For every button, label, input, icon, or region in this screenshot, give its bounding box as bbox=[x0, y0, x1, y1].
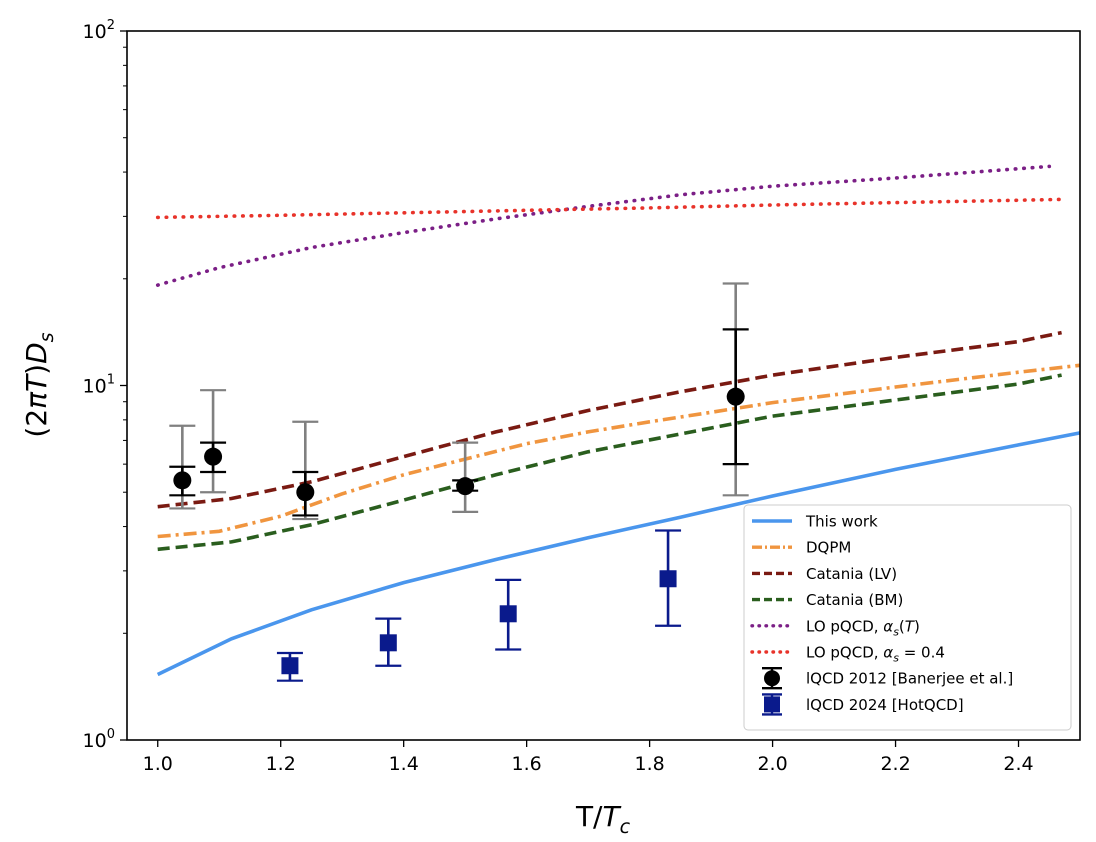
legend-item-catania-bm: Catania (BM) bbox=[752, 591, 903, 609]
x-tick-label: 1.8 bbox=[635, 753, 665, 775]
y-axis-title-var: D bbox=[20, 342, 53, 364]
legend-item-lqcd-2024-hotqcd: lQCD 2024 [HotQCD] bbox=[762, 693, 964, 716]
legend-item-catania-lv: Catania (LV) bbox=[752, 565, 897, 583]
data-point-square bbox=[281, 657, 299, 675]
y-axis-title-pi: πT bbox=[20, 373, 53, 409]
data-point-square bbox=[659, 570, 677, 588]
data-point-circle bbox=[204, 447, 223, 466]
legend: This work DQPM Catania (LV) Catania (BM) LO … bbox=[743, 504, 1072, 731]
errorbar-layer bbox=[169, 282, 749, 682]
x-tick-label: 1.0 bbox=[143, 753, 173, 775]
y-axis-title-open: (2 bbox=[20, 409, 53, 438]
series-line-lo-pqcd-alpha-s-t bbox=[155, 164, 1052, 287]
x-axis-ticks: 1.0 1.2 1.4 1.6 1.8 2.0 2.2 2.4 bbox=[143, 740, 1034, 775]
legend-label: This work bbox=[805, 513, 878, 531]
x-axis-title-main: T/ bbox=[575, 800, 603, 833]
legend-item-lo-pqcd-alpha-s-t: LO pQCD, αs(T) bbox=[750, 617, 920, 638]
y-tick-label: 102 bbox=[83, 18, 115, 43]
series-line-lo-pqcd-alpha-s-0-4 bbox=[155, 197, 1064, 220]
data-point-square bbox=[379, 634, 397, 652]
x-axis-title: T/Tc bbox=[575, 800, 631, 838]
y-axis-title-close: ) bbox=[20, 364, 53, 375]
x-tick-label: 2.2 bbox=[880, 753, 910, 775]
x-axis-title-sub: c bbox=[620, 816, 631, 838]
y-axis-title: (2πT)Ds bbox=[20, 332, 58, 437]
legend-item-lo-pqcd-alpha-s-0-4: LO pQCD, αs = 0.4 bbox=[750, 644, 945, 665]
series-layer bbox=[155, 164, 1081, 677]
y-tick-label-exp: 1 bbox=[107, 373, 115, 388]
data-point-circle bbox=[296, 483, 315, 502]
y-tick-label-exp: 2 bbox=[107, 18, 115, 33]
legend-swatch bbox=[764, 696, 780, 713]
x-tick-label: 2.0 bbox=[757, 753, 787, 775]
legend-label: Catania (LV) bbox=[806, 565, 897, 583]
legend-box bbox=[743, 504, 1072, 731]
y-axis-title-sub: s bbox=[36, 332, 58, 342]
series-line-catania-bm bbox=[157, 373, 1062, 552]
legend-label: lQCD 2024 [HotQCD] bbox=[806, 696, 964, 714]
y-tick-label-base: 10 bbox=[83, 376, 107, 398]
x-tick-label: 2.4 bbox=[1003, 753, 1033, 775]
legend-label: lQCD 2012 [Banerjee et al.] bbox=[806, 670, 1013, 688]
data-point-circle bbox=[173, 471, 192, 490]
x-tick-label: 1.2 bbox=[266, 753, 296, 775]
legend-label: DQPM bbox=[806, 539, 851, 557]
legend-items: This work DQPM Catania (LV) Catania (BM) LO … bbox=[750, 513, 1013, 716]
legend-label: Catania (BM) bbox=[806, 591, 903, 609]
series-line-dqpm bbox=[157, 363, 1081, 539]
data-point-circle bbox=[726, 387, 745, 406]
y-tick-label-base: 10 bbox=[83, 730, 107, 752]
legend-item-this-work: This work bbox=[752, 513, 878, 531]
x-tick-label: 1.4 bbox=[389, 753, 419, 775]
data-point-circle bbox=[456, 477, 475, 496]
series-line-this-work bbox=[156, 431, 1081, 677]
x-tick-label: 1.6 bbox=[512, 753, 542, 775]
y-tick-label-exp: 0 bbox=[107, 727, 115, 742]
legend-swatch bbox=[764, 670, 780, 687]
legend-item-lqcd-2012-banerjee-et-al: lQCD 2012 [Banerjee et al.] bbox=[762, 667, 1013, 690]
legend-item-dqpm: DQPM bbox=[752, 539, 851, 557]
series-line-catania-lv bbox=[157, 330, 1062, 509]
data-point-square bbox=[499, 605, 517, 623]
outer-errorbar bbox=[200, 389, 227, 494]
y-tick-label-base: 10 bbox=[83, 21, 107, 43]
x-axis-title-var: T bbox=[602, 800, 621, 833]
legend-label: LO pQCD, αs(T) bbox=[806, 617, 920, 638]
y-tick-label: 101 bbox=[83, 373, 115, 398]
legend-label: LO pQCD, αs = 0.4 bbox=[806, 644, 945, 665]
y-tick-label: 100 bbox=[83, 727, 115, 752]
